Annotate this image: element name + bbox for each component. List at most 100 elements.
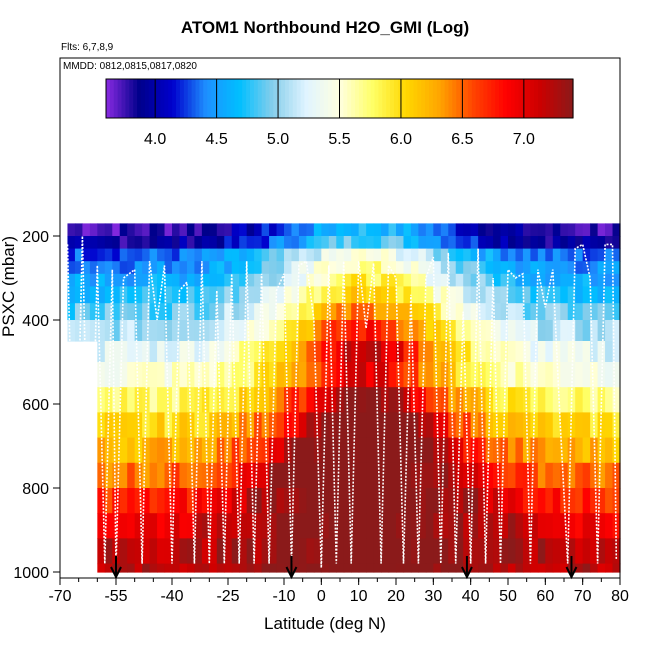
heatmap-cell — [567, 320, 576, 342]
heatmap-cell — [321, 488, 330, 514]
heatmap-cell — [575, 273, 584, 287]
colorbar-swatch — [541, 79, 547, 118]
heatmap-cell — [448, 248, 457, 262]
heatmap-cell — [463, 273, 472, 287]
heatmap-cell — [157, 223, 166, 237]
heatmap-cell — [328, 341, 337, 363]
heatmap-cell — [179, 236, 188, 250]
heatmap-cell — [425, 223, 434, 237]
chart-title: ATOM1 Northbound H2O_GMI (Log) — [180, 18, 470, 37]
heatmap-cell — [269, 462, 278, 489]
heatmap-cell — [246, 412, 255, 439]
heatmap-cell — [582, 223, 591, 237]
heatmap-cell — [552, 538, 561, 565]
colorbar-swatch — [265, 79, 271, 118]
heatmap-cell — [478, 362, 487, 388]
heatmap-cell — [194, 223, 203, 237]
heatmap-cell — [500, 236, 509, 250]
heatmap-cell — [157, 437, 166, 464]
heatmap-cell — [388, 248, 397, 262]
heatmap-cell — [508, 303, 517, 321]
heatmap-cell — [582, 437, 591, 464]
heatmap-cell — [403, 513, 412, 539]
heatmap-cell — [306, 563, 315, 573]
heatmap-cell — [508, 437, 517, 464]
heatmap-cell — [254, 286, 263, 304]
heatmap-cell — [239, 286, 248, 304]
heatmap-cell — [530, 341, 539, 363]
heatmap-cell — [134, 286, 143, 304]
heatmap-cell — [269, 563, 278, 573]
heatmap-cell — [328, 538, 337, 565]
x-tick-label: -10 — [272, 588, 295, 605]
heatmap-cell — [112, 488, 121, 514]
heatmap-cell — [321, 273, 330, 287]
heatmap-cell — [306, 437, 315, 464]
heatmap-cell — [209, 286, 218, 304]
heatmap-cell — [500, 563, 509, 573]
heatmap-cell — [313, 412, 322, 439]
heatmap-cell — [194, 513, 203, 539]
heatmap-cell — [597, 236, 606, 250]
heatmap-cell — [455, 437, 464, 464]
heatmap-cell — [239, 273, 248, 287]
heatmap-cell — [612, 462, 621, 489]
heatmap-cell — [537, 538, 546, 565]
heatmap-cell — [82, 248, 91, 262]
heatmap-cell — [463, 341, 472, 363]
heatmap-cell — [201, 320, 210, 342]
heatmap-cell — [194, 362, 203, 388]
heatmap-cell — [119, 462, 128, 489]
heatmap-cell — [478, 303, 487, 321]
heatmap-cell — [269, 488, 278, 514]
heatmap-cell — [597, 488, 606, 514]
heatmap-cell — [396, 412, 405, 439]
heatmap-cell — [433, 488, 442, 514]
heatmap-cell — [194, 563, 203, 573]
heatmap-cell — [410, 286, 419, 304]
heatmap-cell — [291, 261, 300, 275]
heatmap-cell — [239, 236, 248, 250]
arrow-head — [461, 566, 473, 580]
heatmap-cell — [478, 462, 487, 489]
heatmap-cell — [298, 563, 307, 573]
heatmap-cell — [508, 513, 517, 539]
heatmap-cell — [119, 303, 128, 321]
heatmap-cell — [366, 412, 375, 439]
heatmap-cell — [575, 320, 584, 342]
heatmap-cell — [485, 248, 494, 262]
heatmap-cell — [276, 538, 285, 565]
colorbar-swatch — [545, 79, 551, 118]
heatmap-cell — [485, 320, 494, 342]
colorbar-swatch — [417, 79, 422, 118]
heatmap-cell — [567, 341, 576, 363]
heatmap-cell — [373, 513, 382, 539]
heatmap-cell — [231, 538, 240, 565]
heatmap-cell — [74, 320, 83, 342]
heatmap-cell — [470, 286, 479, 304]
heatmap-cell — [418, 563, 427, 573]
colorbar-swatch — [386, 79, 391, 118]
heatmap-cell — [127, 538, 136, 565]
colorbar-swatch — [557, 79, 562, 118]
heatmap-cell — [194, 538, 203, 565]
heatmap-cell — [157, 273, 166, 287]
heatmap-cell — [463, 387, 472, 413]
heatmap-cell — [470, 223, 479, 237]
heatmap-cell — [261, 462, 270, 489]
x-tick-label: 10 — [350, 588, 368, 605]
heatmap-cell — [254, 437, 263, 464]
heatmap-cell — [590, 488, 599, 514]
heatmap-cell — [605, 462, 614, 489]
heatmap-cell — [470, 563, 479, 573]
heatmap-cell — [89, 236, 98, 250]
heatmap-cell — [396, 286, 405, 304]
heatmap-cell — [448, 462, 457, 489]
heatmap-cell — [575, 341, 584, 363]
heatmap-cell — [440, 286, 449, 304]
heatmap-cell — [508, 320, 517, 342]
heatmap-cell — [179, 488, 188, 514]
heatmap-cell — [590, 273, 599, 287]
heatmap-cell — [545, 248, 554, 262]
heatmap-cell — [485, 303, 494, 321]
